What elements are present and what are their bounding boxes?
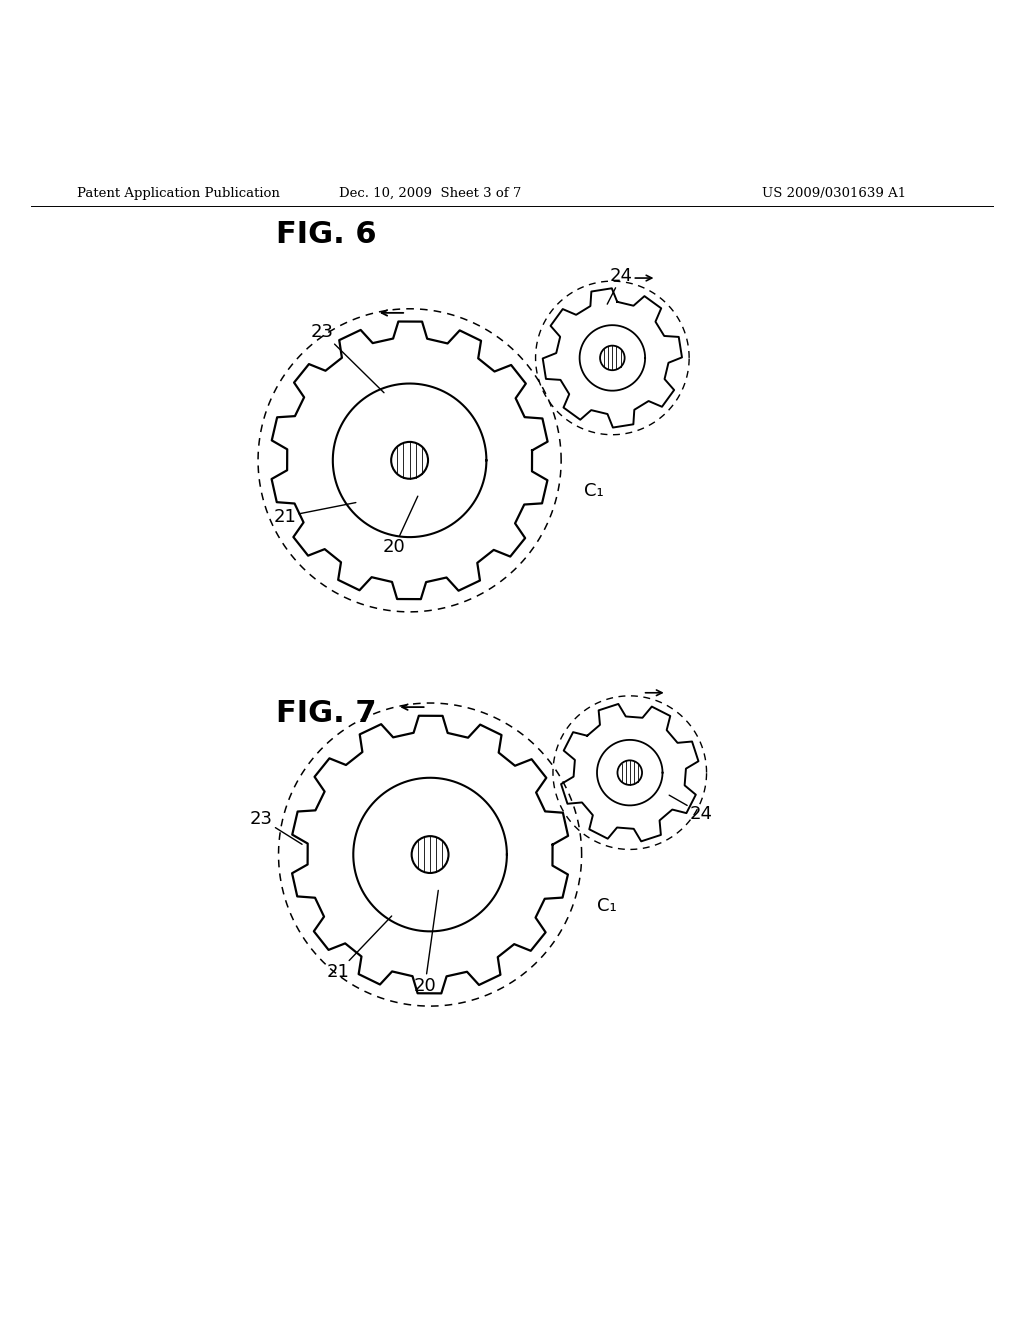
Text: FIG. 6: FIG. 6 xyxy=(276,219,377,248)
Text: Dec. 10, 2009  Sheet 3 of 7: Dec. 10, 2009 Sheet 3 of 7 xyxy=(339,187,521,199)
Text: 24: 24 xyxy=(607,267,633,304)
Text: US 2009/0301639 A1: US 2009/0301639 A1 xyxy=(762,187,906,199)
Text: 24: 24 xyxy=(670,795,713,822)
Circle shape xyxy=(617,760,642,785)
Circle shape xyxy=(412,836,449,873)
Text: Patent Application Publication: Patent Application Publication xyxy=(77,187,280,199)
Text: FIG. 7: FIG. 7 xyxy=(276,698,377,727)
Circle shape xyxy=(600,346,625,370)
Text: 21: 21 xyxy=(273,503,356,525)
Text: 21: 21 xyxy=(327,916,391,981)
Circle shape xyxy=(391,442,428,479)
Text: 23: 23 xyxy=(311,323,384,393)
Text: 20: 20 xyxy=(414,891,438,995)
Text: C₁: C₁ xyxy=(584,482,603,500)
Text: C₁: C₁ xyxy=(597,896,616,915)
Text: 20: 20 xyxy=(383,496,418,556)
Text: 23: 23 xyxy=(250,809,302,845)
